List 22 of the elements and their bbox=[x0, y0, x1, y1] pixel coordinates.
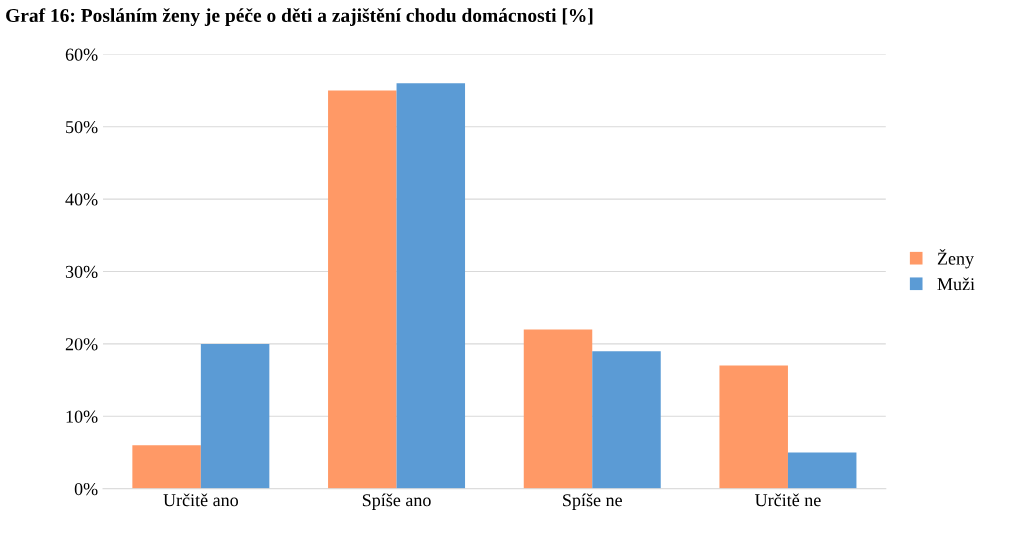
bar bbox=[328, 90, 397, 489]
y-tick-label: 50% bbox=[66, 120, 98, 134]
bar bbox=[200, 343, 270, 489]
x-tick-label: Spíše ne bbox=[563, 493, 622, 510]
y-tick-label: 30% bbox=[65, 265, 98, 278]
x-tick-label: Spíše ano bbox=[362, 493, 431, 510]
bar bbox=[719, 365, 788, 489]
x-tick-label: Určitě ano bbox=[163, 493, 239, 507]
bar bbox=[132, 445, 201, 489]
bar bbox=[523, 329, 593, 489]
y-tick-label: 0% bbox=[74, 482, 98, 496]
x-tick-label: Určitě ne bbox=[754, 493, 821, 507]
bar bbox=[787, 452, 857, 489]
y-tick-label: 60% bbox=[65, 48, 98, 61]
y-tick-label: 20% bbox=[65, 338, 98, 351]
bar bbox=[396, 83, 466, 489]
y-tick-label: 40% bbox=[65, 193, 98, 206]
legend-label: Ženy bbox=[937, 249, 974, 269]
chart-title: Graf 16: Posláním ženy je péče o děti a zajištění chodu domácnosti [%] bbox=[6, 8, 593, 27]
legend-label: Muži bbox=[937, 277, 975, 291]
bar bbox=[592, 351, 661, 489]
y-tick-label: 10% bbox=[66, 410, 98, 423]
